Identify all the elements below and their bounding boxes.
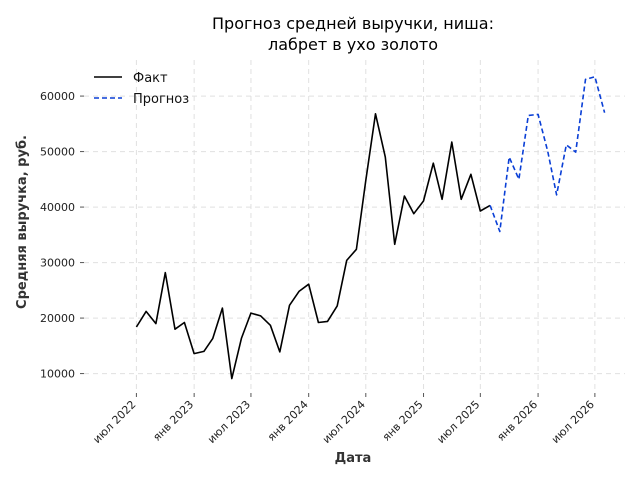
x-tick-label: янв 2026 xyxy=(494,398,540,444)
legend-label-fact: Факт xyxy=(133,71,168,86)
y-tick-label: 50000 xyxy=(40,146,75,159)
y-axis-ticks: 10000 20000 30000 40000 50000 60000 xyxy=(40,90,84,381)
grid xyxy=(84,60,625,393)
series-lines xyxy=(135,75,606,380)
x-tick-label: янв 2024 xyxy=(265,398,311,444)
x-tick-label: янв 2025 xyxy=(380,398,426,444)
y-tick-label: 40000 xyxy=(40,201,75,214)
x-tick-label: июл 2025 xyxy=(434,398,482,446)
x-tick-label: янв 2023 xyxy=(150,398,196,444)
x-tick-label: июл 2026 xyxy=(549,398,597,446)
series-line-forecast xyxy=(489,75,606,233)
x-axis-ticks: июл 2022 янв 2023 июл 2023 янв 2024 июл 2024… xyxy=(90,393,597,446)
y-tick-label: 60000 xyxy=(40,90,75,103)
legend: Факт Прогноз xyxy=(94,71,189,107)
chart-title-line-2: лабрет в ухо золото xyxy=(268,35,438,54)
x-tick-label: июл 2024 xyxy=(320,398,368,446)
y-tick-label: 20000 xyxy=(40,312,75,325)
x-tick-label: июл 2022 xyxy=(90,398,138,446)
x-axis-label: Дата xyxy=(335,451,372,466)
y-tick-label: 30000 xyxy=(40,257,75,270)
series-line-fact xyxy=(135,113,491,380)
x-tick-label: июл 2023 xyxy=(205,398,253,446)
chart-title-line-1: Прогноз средней выручки, ниша: xyxy=(212,14,494,33)
legend-label-forecast: Прогноз xyxy=(133,92,189,107)
y-axis-label: Средняя выручка, руб. xyxy=(15,135,30,309)
y-tick-label: 10000 xyxy=(40,368,75,381)
